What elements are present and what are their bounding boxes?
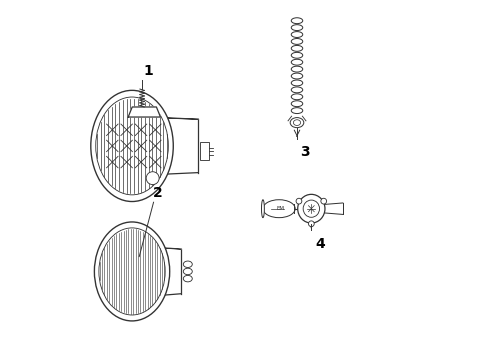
Circle shape (146, 172, 159, 185)
Bar (200, 142, 209, 160)
Text: EM: EM (277, 206, 285, 211)
Ellipse shape (263, 200, 295, 218)
Text: 3: 3 (300, 145, 310, 159)
Text: 2: 2 (153, 186, 163, 201)
Circle shape (296, 198, 302, 204)
Polygon shape (128, 247, 181, 249)
Ellipse shape (95, 222, 170, 321)
Circle shape (321, 198, 327, 204)
Ellipse shape (91, 90, 173, 202)
Polygon shape (128, 107, 160, 117)
Ellipse shape (183, 275, 192, 282)
Ellipse shape (183, 261, 192, 267)
Text: 1: 1 (144, 64, 153, 78)
Ellipse shape (298, 194, 325, 223)
Ellipse shape (290, 118, 304, 128)
Polygon shape (128, 117, 198, 119)
Ellipse shape (183, 268, 192, 275)
Text: 4: 4 (316, 237, 325, 251)
Circle shape (309, 221, 314, 226)
Ellipse shape (262, 200, 265, 218)
